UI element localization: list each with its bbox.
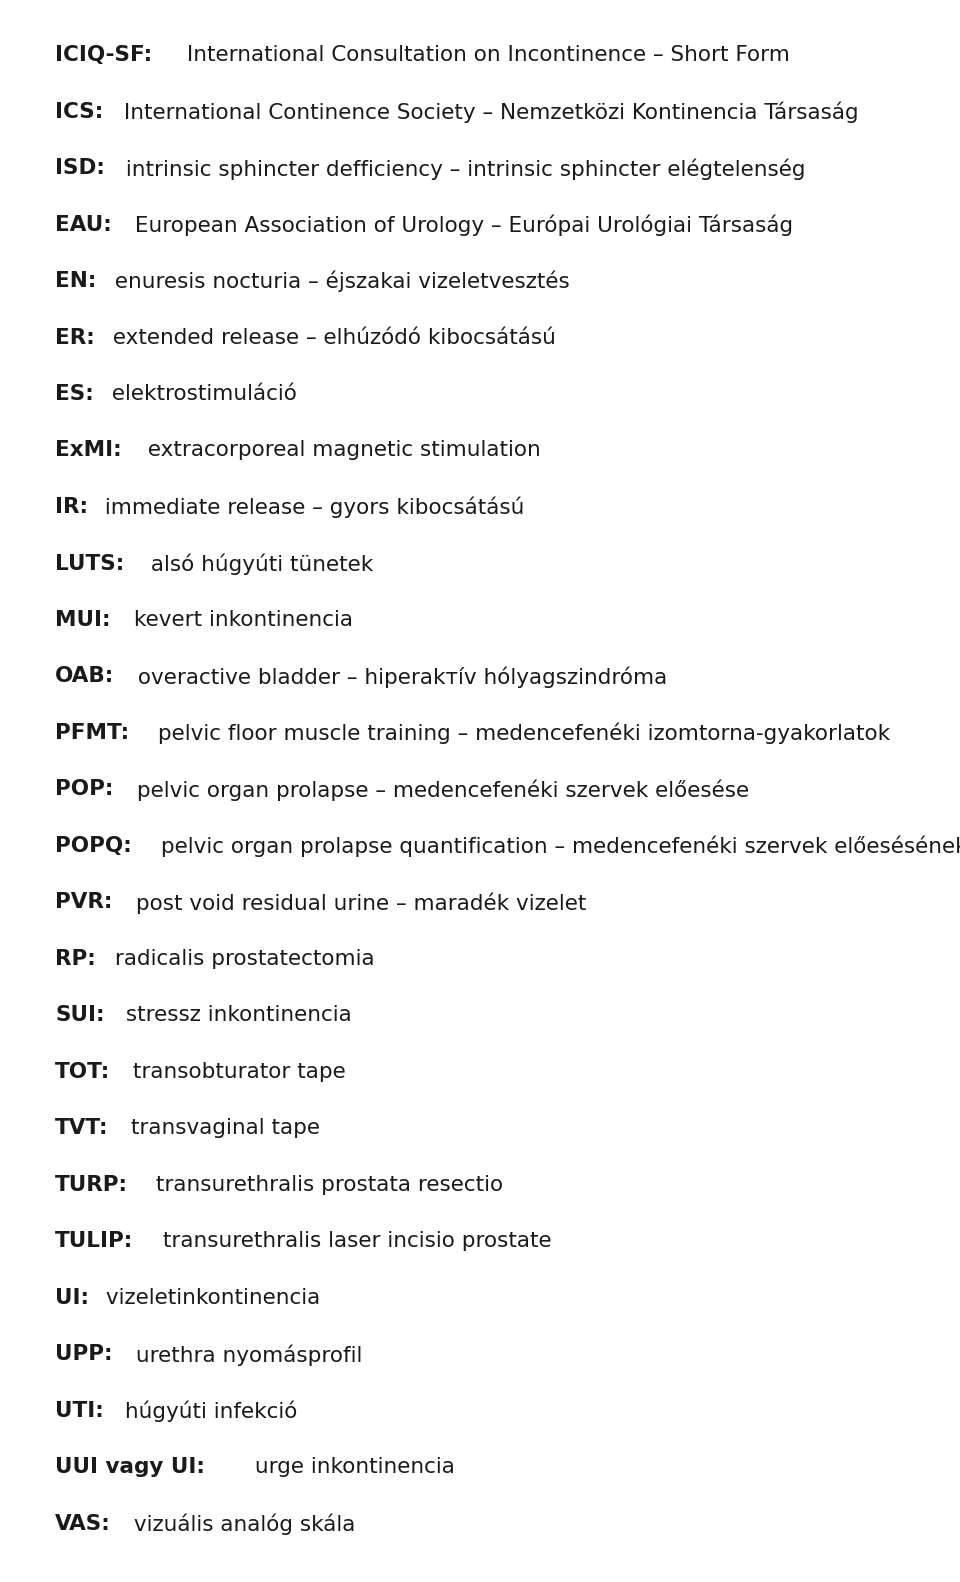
Text: UUI vagy UI:: UUI vagy UI: (55, 1457, 204, 1478)
Text: urge inkontinencia: urge inkontinencia (249, 1457, 455, 1478)
Text: EAU:: EAU: (55, 215, 111, 234)
Text: húgyúti infekció: húgyúti infekció (118, 1402, 298, 1422)
Text: UI:: UI: (55, 1288, 89, 1308)
Text: elektrostimuláció: elektrostimuláció (105, 384, 297, 403)
Text: MUI:: MUI: (55, 611, 110, 630)
Text: kevert inkontinencia: kevert inkontinencia (127, 611, 352, 630)
Text: post void residual urine – maradék vizelet: post void residual urine – maradék vizel… (129, 892, 587, 914)
Text: radicalis prostatectomia: radicalis prostatectomia (108, 949, 374, 970)
Text: VAS:: VAS: (55, 1514, 110, 1535)
Text: UTI:: UTI: (55, 1402, 104, 1421)
Text: International Consultation on Incontinence – Short Form: International Consultation on Incontinen… (180, 44, 790, 65)
Text: overactive bladder – hiperakтív hólyagszindróma: overactive bladder – hiperakтív hólyagsz… (132, 666, 668, 688)
Text: intrinsic sphincter defficiency – intrinsic sphincter elégtelenség: intrinsic sphincter defficiency – intrin… (119, 158, 805, 179)
Text: urethra nyomásprofil: urethra nyomásprofil (130, 1345, 363, 1365)
Text: vizeletinkontinencia: vizeletinkontinencia (99, 1288, 320, 1308)
Text: extracorporeal magnetic stimulation: extracorporeal magnetic stimulation (141, 440, 540, 460)
Text: TOT:: TOT: (55, 1062, 110, 1082)
Text: TULIP:: TULIP: (55, 1231, 133, 1251)
Text: TVT:: TVT: (55, 1118, 108, 1139)
Text: LUTS:: LUTS: (55, 554, 124, 574)
Text: POPQ:: POPQ: (55, 835, 132, 856)
Text: PVR:: PVR: (55, 892, 112, 913)
Text: TURP:: TURP: (55, 1175, 128, 1194)
Text: alsó húgyúti tünetek: alsó húgyúti tünetek (144, 554, 373, 574)
Text: UPP:: UPP: (55, 1345, 112, 1365)
Text: immediate release – gyors kibocsátású: immediate release – gyors kibocsátású (98, 497, 524, 519)
Text: ICS:: ICS: (55, 101, 104, 122)
Text: transurethralis prostata resectio: transurethralis prostata resectio (149, 1175, 503, 1194)
Text: RP:: RP: (55, 949, 96, 970)
Text: pelvic organ prolapse quantification – medencefenéki szervek előesésének fokozat: pelvic organ prolapse quantification – m… (154, 835, 960, 857)
Text: European Association of Urology – Európai Urológiai Társaság: European Association of Urology – Európa… (129, 215, 793, 236)
Text: IR:: IR: (55, 497, 88, 517)
Text: ICIQ-SF:: ICIQ-SF: (55, 44, 152, 65)
Text: ExMI:: ExMI: (55, 440, 122, 460)
Text: SUI:: SUI: (55, 1006, 105, 1025)
Text: transvaginal tape: transvaginal tape (124, 1118, 320, 1139)
Text: pelvic organ prolapse – medencefenéki szervek előesése: pelvic organ prolapse – medencefenéki sz… (131, 780, 750, 800)
Text: ES:: ES: (55, 384, 94, 403)
Text: EN:: EN: (55, 271, 96, 291)
Text: transurethralis laser incisio prostate: transurethralis laser incisio prostate (156, 1231, 552, 1251)
Text: OAB:: OAB: (55, 666, 114, 687)
Text: International Continence Society – Nemzetközi Kontinencia Társaság: International Continence Society – Nemze… (117, 101, 859, 123)
Text: extended release – elhúzódó kibocsátású: extended release – elhúzódó kibocsátású (107, 327, 556, 348)
Text: stressz inkontinencia: stressz inkontinencia (119, 1006, 351, 1025)
Text: ER:: ER: (55, 327, 95, 348)
Text: vizuális analóg skála: vizuális analóg skála (127, 1514, 355, 1536)
Text: ISD:: ISD: (55, 158, 105, 179)
Text: transobturator tape: transobturator tape (127, 1062, 346, 1082)
Text: PFMT:: PFMT: (55, 723, 130, 744)
Text: pelvic floor muscle training – medencefenéki izomtorna-gyakorlatok: pelvic floor muscle training – medencefe… (151, 723, 890, 745)
Text: POP:: POP: (55, 780, 113, 799)
Text: enuresis nocturia – éjszakai vizeletvesztés: enuresis nocturia – éjszakai vizeletvesz… (108, 271, 570, 293)
